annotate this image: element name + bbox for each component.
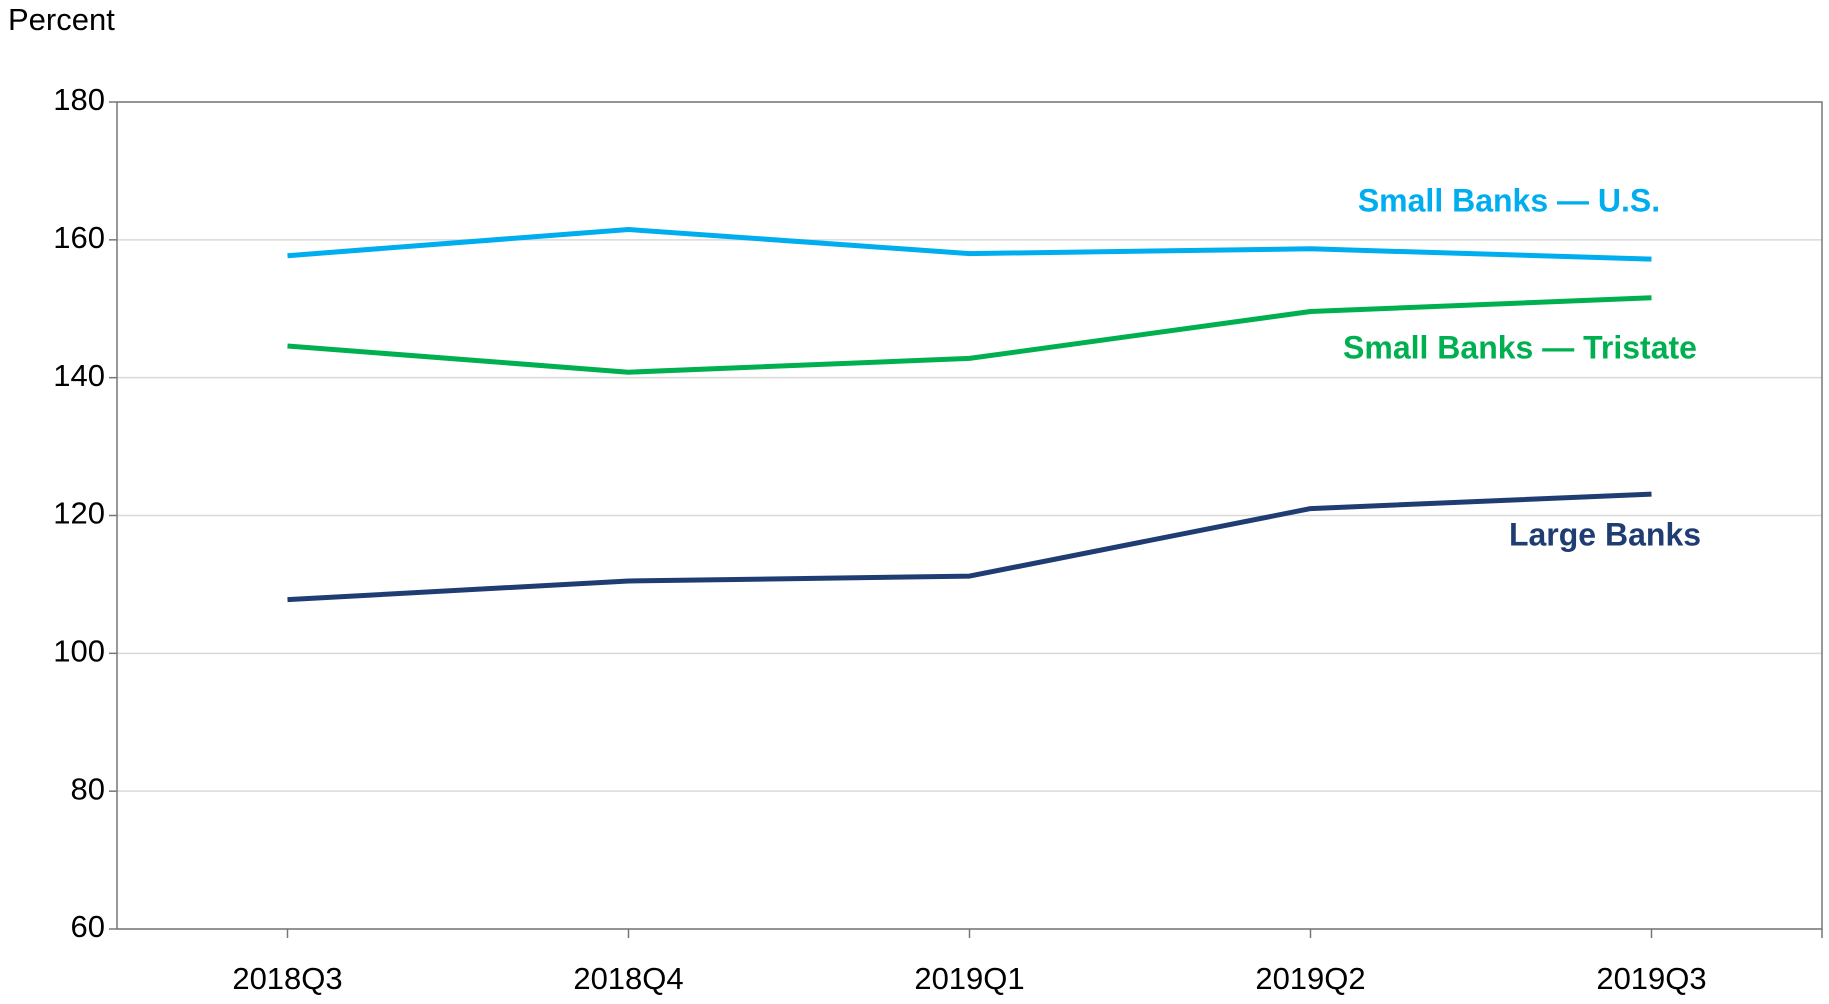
y-tick-label: 140 — [53, 358, 105, 393]
series-line — [287, 295, 1652, 375]
x-tick-label: 2019Q3 — [1596, 961, 1706, 996]
y-tick-label: 120 — [53, 496, 105, 531]
series-line — [287, 227, 1652, 262]
x-tick-label: 2019Q1 — [914, 961, 1024, 996]
series-label: Small Banks — Tristate — [1343, 329, 1697, 365]
y-tick-label: 100 — [53, 634, 105, 669]
x-tick-label: 2018Q3 — [232, 961, 342, 996]
series-line — [287, 491, 1652, 603]
x-tick-label: 2019Q2 — [1255, 961, 1365, 996]
y-tick-label: 180 — [53, 82, 105, 117]
y-axis-label: Percent — [8, 2, 115, 37]
series-label: Small Banks — U.S. — [1358, 182, 1660, 218]
y-tick-label: 60 — [71, 909, 105, 944]
y-tick-label: 80 — [71, 771, 105, 806]
y-tick-label: 160 — [53, 220, 105, 255]
x-tick-label: 2018Q4 — [573, 961, 683, 996]
series-label: Large Banks — [1509, 516, 1701, 552]
